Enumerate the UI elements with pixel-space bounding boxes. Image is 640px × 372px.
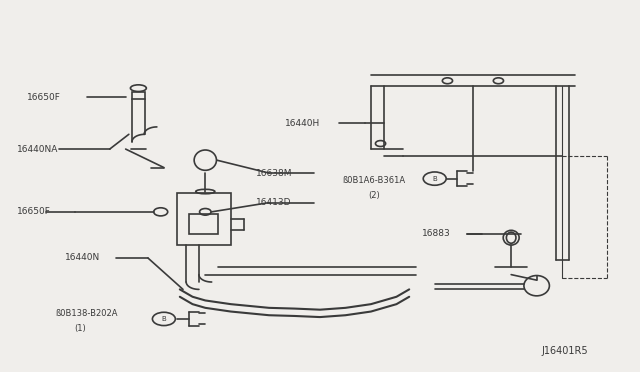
Text: ß0B1A6-B361A: ß0B1A6-B361A — [342, 176, 405, 185]
Text: B: B — [161, 316, 166, 322]
Text: 16883: 16883 — [422, 230, 451, 238]
Text: 16440N: 16440N — [65, 253, 100, 263]
Text: 16650F: 16650F — [17, 207, 51, 217]
Text: B: B — [433, 176, 437, 182]
Text: (2): (2) — [368, 191, 380, 200]
Text: (1): (1) — [75, 324, 86, 333]
Text: 16440NA: 16440NA — [17, 145, 59, 154]
Text: 16413D: 16413D — [256, 198, 292, 207]
Text: J16401R5: J16401R5 — [541, 346, 588, 356]
Text: 16638M: 16638M — [256, 169, 292, 177]
Text: 16650F: 16650F — [27, 93, 61, 102]
Text: ß0B138-B202A: ß0B138-B202A — [56, 309, 118, 318]
Text: 16440H: 16440H — [285, 119, 320, 128]
